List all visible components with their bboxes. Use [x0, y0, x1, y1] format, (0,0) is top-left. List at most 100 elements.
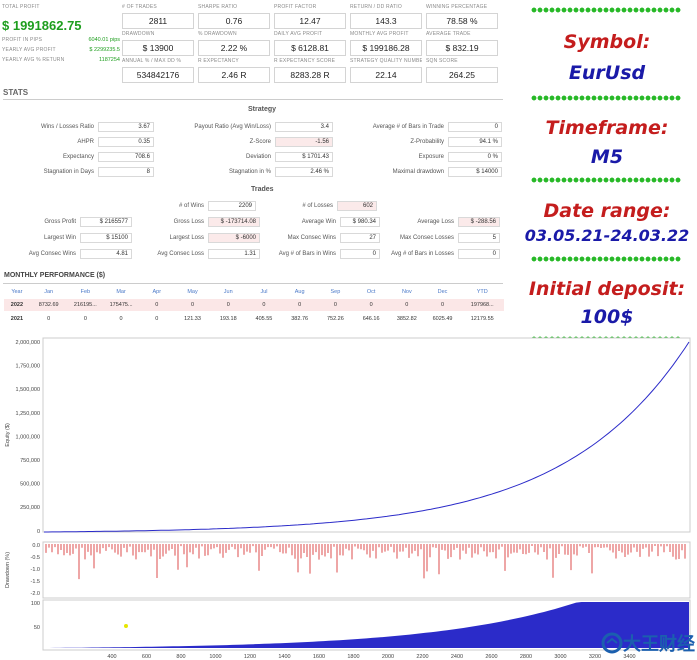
equity-tick-label: 1,000,000 [16, 434, 40, 440]
monthly-cell: 0 [226, 302, 230, 308]
equity-tick-label: 750,000 [20, 458, 40, 464]
metric-label: MONTHLY AVG PROFIT [350, 31, 409, 37]
stat-value: 5 [458, 233, 500, 243]
stat-label: Avg Consec Loss [157, 251, 204, 257]
equity-tick-label: 1,500,000 [16, 387, 40, 393]
metric-label: WINNING PERCENTAGE [426, 4, 488, 10]
stat-label: # of Losses [302, 203, 333, 209]
monthly-cell: 0 [83, 316, 87, 322]
metric-value: 0.76 [198, 13, 270, 29]
yearly-avg-profit-value: $ 2299235.5 [89, 47, 120, 53]
metric-cell: STRATEGY QUALITY NUMBER 22.14 [350, 58, 426, 83]
equity-tick-label: 500,000 [20, 482, 40, 488]
stat-row: Avg # of Bars in Losses 0 [382, 249, 500, 259]
stat-value: $ 1701.43 [275, 152, 333, 162]
metric-label: RETURN / DD RATIO [350, 4, 402, 10]
drawdown-ylabel: Drawdown (%) [5, 552, 11, 588]
stat-row: Max Consec Losses 5 [382, 233, 500, 243]
stat-label: # of Wins [178, 203, 204, 209]
monthly-cell: May [187, 289, 198, 295]
volume-tick-label: 100 [31, 601, 40, 607]
monthly-cell: 3852.82 [396, 316, 417, 322]
metric-label: DRAWDOWN [122, 31, 155, 37]
total-profit-value: $ 1991862.75 [2, 18, 82, 33]
stat-label: Largest Win [43, 235, 76, 241]
monthly-cell: 0 [262, 302, 266, 308]
monthly-cell: 121.33 [184, 316, 201, 322]
monthly-row: 2021 0 0 0 0 121.33 193.18 405.55 382.76 752.26 64… [4, 313, 504, 325]
metric-value: 264.25 [426, 67, 498, 83]
yearly-avg-return-row: YEARLY AVG % RETURN 1187254 [2, 57, 120, 63]
volume-y-ticks: 100 50 [31, 601, 40, 631]
marker-dot [124, 624, 128, 628]
stat-value: $ -173714.08 [208, 217, 260, 227]
charts-area: Equity ($) Drawdown (%) 2,000,000 1,750,0… [5, 337, 691, 660]
monthly-cell: Year [11, 289, 23, 295]
stat-label: Gross Profit [44, 219, 76, 225]
stat-label: Z-Probability [410, 139, 444, 145]
watermark-logo: 大王财经 [601, 630, 695, 656]
monthly-cell: 193.18 [219, 316, 237, 322]
metric-cell: DAILY AVG PROFIT $ 6128.81 [274, 31, 350, 56]
stat-value: 602 [337, 201, 377, 211]
x-tick-label: 3200 [589, 654, 601, 660]
x-tick-label: 400 [107, 654, 116, 660]
stat-value: $ 14000 [448, 167, 502, 177]
equity-tick-label: 1,250,000 [16, 411, 40, 417]
stat-row: Gross Profit $ 2165577 [10, 217, 132, 227]
metric-label: ANNUAL % / MAX DD % [122, 58, 182, 64]
monthly-cell: Sep [330, 289, 341, 295]
metric-value: 78.58 % [426, 13, 498, 29]
monthly-cell: 6025.49 [432, 316, 453, 322]
stat-label: Stagnation in % [228, 169, 271, 175]
metric-value: 143.3 [350, 13, 422, 29]
monthly-cell: 0 [47, 316, 51, 322]
stat-label: Stagnation in Days [43, 169, 94, 175]
stat-row: Gross Loss $ -173714.08 [138, 217, 260, 227]
equity-y-ticks: 2,000,000 1,750,000 1,500,000 1,250,000 1,00… [16, 340, 40, 535]
drawdown-tick-label: 0.0 [32, 543, 40, 549]
drawdown-plot-frame [42, 541, 691, 599]
metric-label: # OF TRADES [122, 4, 157, 10]
drawdown-tick-label: -0.5 [31, 555, 40, 561]
stat-value: 1.31 [208, 249, 260, 259]
x-axis-ticks: 400 600 800 1000 1200 1400 1600 1800 2000 2200 240… [107, 654, 635, 660]
logo-text: 大王财经 [623, 634, 695, 655]
stat-value: 0 % [448, 152, 502, 162]
stat-label: Average Loss [417, 219, 454, 225]
monthly-performance-title: MONTHLY PERFORMANCE ($) [4, 272, 106, 279]
stat-row: Avg Consec Loss 1.31 [138, 249, 260, 259]
monthly-cell: Dec [437, 289, 448, 295]
stat-label: Max Consec Losses [399, 235, 454, 241]
drawdown-y-ticks: 0.0 -0.5 -1.0 -1.5 -2.0 [31, 543, 40, 597]
stat-row: Wins / Losses Ratio 3.67 [6, 122, 154, 132]
monthly-cell: 12179.55 [470, 316, 494, 322]
stat-row: # of Losses 602 [265, 201, 377, 211]
total-profit-label: TOTAL PROFIT [2, 4, 40, 10]
green-dots-divider [531, 7, 681, 13]
monthly-cell: 2022 [10, 302, 24, 308]
symbol-label: Symbol: [563, 31, 651, 53]
profit-pips-row: PROFIT IN PIPS 6040.01 pips [2, 37, 120, 43]
metric-label: R EXPECTANCY SCORE [274, 58, 336, 64]
logo-icon [601, 632, 623, 654]
stat-value: 27 [340, 233, 380, 243]
date-range-value: 03.05.21-24.03.22 [524, 226, 690, 245]
stat-value: 3.4 [275, 122, 333, 132]
x-tick-label: 3000 [554, 654, 566, 660]
x-tick-label: 2400 [451, 654, 463, 660]
metric-cell: SHARPE RATIO 0.76 [198, 4, 274, 29]
yearly-avg-profit-label: YEARLY AVG PROFIT [2, 47, 56, 53]
drawdown-tick-label: -1.0 [31, 567, 40, 573]
strategy-title: Strategy [248, 106, 277, 113]
stat-label: Gross Loss [173, 219, 204, 225]
stat-row: Z-Score -1.56 [165, 137, 333, 147]
stat-value: 708.6 [98, 152, 154, 162]
green-dots-divider [531, 256, 681, 262]
equity-curve [44, 341, 690, 533]
metric-value: 22.14 [350, 67, 422, 83]
stat-row: Average Win $ 980.34 [262, 217, 380, 227]
monthly-divider [3, 283, 503, 284]
metric-value: 2.22 % [198, 40, 270, 56]
stat-label: Wins / Losses Ratio [40, 124, 94, 130]
